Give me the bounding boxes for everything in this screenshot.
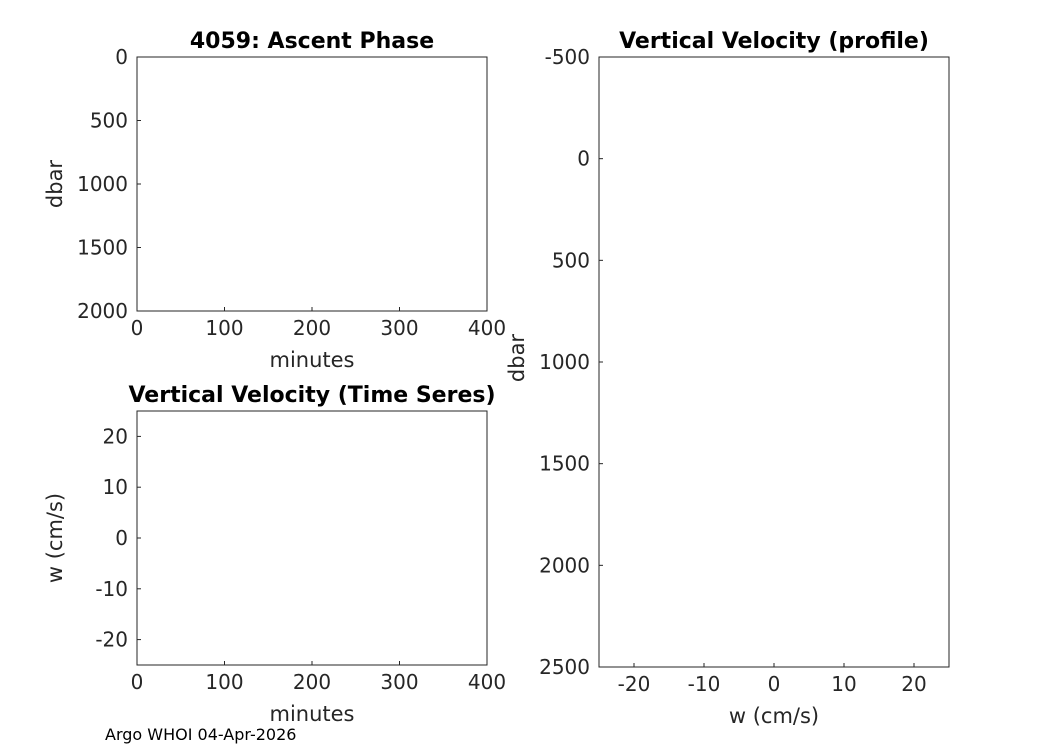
x-tick-label: 10 xyxy=(831,672,856,696)
y-tick-label: -10 xyxy=(95,577,128,601)
y-axis-label: dbar xyxy=(43,160,67,209)
y-tick-label: 0 xyxy=(115,45,128,69)
y-axis-label: w (cm/s) xyxy=(43,493,67,583)
x-axis-label: w (cm/s) xyxy=(729,704,819,728)
x-tick-label: 400 xyxy=(468,670,506,694)
y-tick-label: 500 xyxy=(90,109,128,133)
x-tick-label: 0 xyxy=(131,670,144,694)
y-tick-label: 1000 xyxy=(77,172,128,196)
y-tick-label: 2500 xyxy=(539,655,590,679)
axes-frame xyxy=(136,410,488,666)
y-tick-label: 10 xyxy=(103,475,128,499)
footer-credit: Argo WHOI 04-Apr-2026 xyxy=(105,725,297,744)
x-tick-label: -20 xyxy=(618,672,651,696)
y-tick-label: 500 xyxy=(552,248,590,272)
axes-frame xyxy=(136,56,488,312)
x-tick-label: 0 xyxy=(131,316,144,340)
x-tick-label: 300 xyxy=(380,316,418,340)
x-tick-label: 100 xyxy=(205,316,243,340)
x-tick-label: 200 xyxy=(293,670,331,694)
y-tick-label: 1500 xyxy=(77,236,128,260)
profile-axes: -20 -10 0 10 20 -500 0 500 1000 1500 2000 2500 Verti… xyxy=(505,29,950,728)
x-tick-label: -10 xyxy=(688,672,721,696)
y-tick-label: -20 xyxy=(95,628,128,652)
axes-frame xyxy=(598,56,950,668)
y-tick-label: 2000 xyxy=(539,553,590,577)
x-axis-label: minutes xyxy=(269,348,354,372)
ascent-phase-axes: 0 100 200 300 400 0 500 1000 1500 2000 4059: Ascen… xyxy=(43,29,506,372)
y-tick-label: -500 xyxy=(545,45,590,69)
x-tick-label: 300 xyxy=(380,670,418,694)
chart-title: Vertical Velocity (Time Seres) xyxy=(128,383,495,408)
y-tick-label: 0 xyxy=(577,147,590,171)
x-tick-label: 100 xyxy=(205,670,243,694)
y-axis-label: dbar xyxy=(505,334,529,383)
y-tick-label: 20 xyxy=(103,424,128,448)
x-tick-label: 400 xyxy=(468,316,506,340)
y-tick-label: 1500 xyxy=(539,452,590,476)
y-tick-label: 0 xyxy=(115,526,128,550)
x-tick-label: 200 xyxy=(293,316,331,340)
y-tick-label: 1000 xyxy=(539,350,590,374)
x-axis-label: minutes xyxy=(269,702,354,726)
y-tick-label: 2000 xyxy=(77,299,128,323)
x-tick-label: 0 xyxy=(768,672,781,696)
x-tick-label: 20 xyxy=(901,672,926,696)
chart-title: Vertical Velocity (profile) xyxy=(619,29,929,54)
chart-title: 4059: Ascent Phase xyxy=(190,29,434,54)
